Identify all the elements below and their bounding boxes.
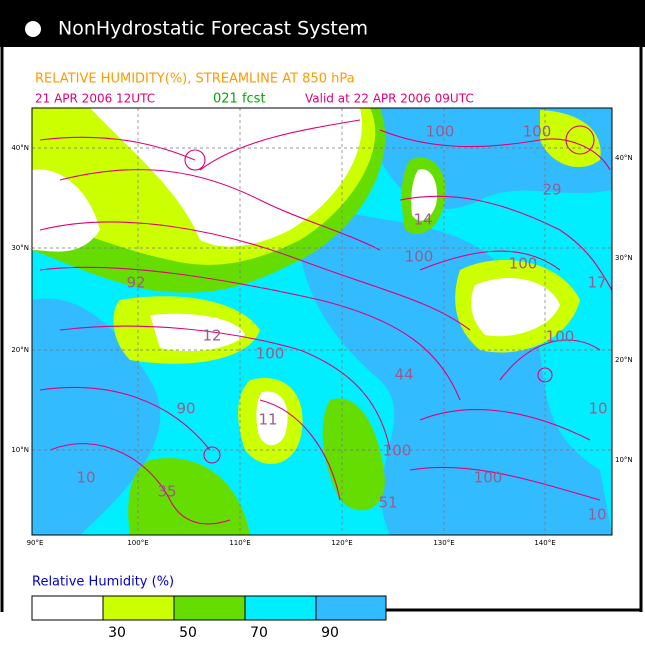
header-title: NonHydrostatic Forecast System [58,18,368,40]
contour-label: 10 [587,506,606,524]
lat-label: 10°N [11,446,29,454]
legend-bar [31,595,387,621]
legend-tick-label: 70 [250,625,268,641]
lat-label: 30°N [615,254,633,262]
contour-label: 44 [394,366,413,384]
contour-label: 11 [258,411,277,429]
legend-tick-label: 50 [179,625,197,641]
grid [32,108,612,535]
lat-label: 10°N [615,456,633,464]
contour-label: 100 [546,328,575,346]
legend-tick-label: 30 [108,625,126,641]
lat-label: 30°N [11,244,29,252]
map-title: RELATIVE HUMIDITY(%), STREAMLINE AT 850 … [35,72,355,87]
lon-label: 140°E [534,539,555,547]
lon-label: 130°E [433,539,454,547]
contour-label: 51 [378,494,397,512]
contour-label: 100 [405,248,434,266]
forecast: 021 fcst [213,92,266,107]
contour-label: 29 [542,181,561,199]
header-icon [25,21,41,37]
contour-label: 100 [383,442,412,460]
lat-label: 20°N [615,356,633,364]
contour-label: 12 [202,327,221,345]
map-border [31,107,613,536]
map-field [32,108,612,535]
contour-label: 35 [157,483,176,501]
contour-label: 90 [176,400,195,418]
contour-label: 92 [126,274,145,292]
legend-tick-label: 90 [321,625,339,641]
legend-title: Relative Humidity (%) [32,575,174,590]
contour-label: 14 [413,211,432,229]
lon-label: 120°E [331,539,352,547]
lon-label: 100°E [127,539,148,547]
contour-label: 10 [588,400,607,418]
contour-label: 100 [426,123,455,141]
streamlines [39,119,612,525]
init-time: 21 APR 2006 12UTC [35,92,155,106]
contour-label: 100 [256,345,285,363]
lat-label: 40°N [615,154,633,162]
valid-time: Valid at 22 APR 2006 09UTC [305,92,474,106]
lat-label: 40°N [11,144,29,152]
contour-label: 100 [509,255,538,273]
lon-label: 90°E [27,539,44,547]
contour-label: 10 [76,469,95,487]
header-bar [0,0,645,47]
contour-label: 100 [474,469,503,487]
contour-label: 100 [523,123,552,141]
lat-label: 20°N [11,346,29,354]
lon-label: 110°E [229,539,250,547]
contour-label: 17 [587,274,606,292]
